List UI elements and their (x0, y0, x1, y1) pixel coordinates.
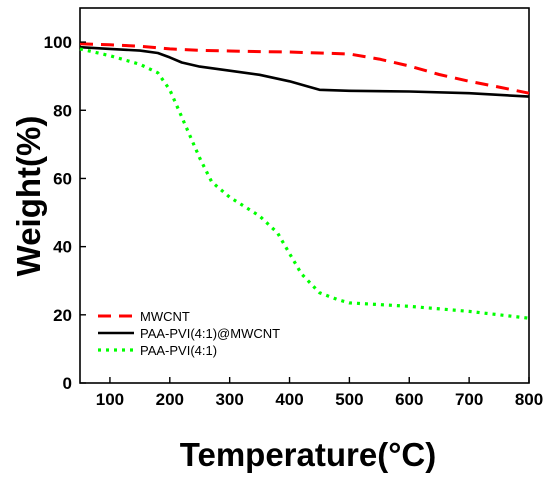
y-tick-label: 0 (63, 374, 72, 393)
series-curves (79, 42, 530, 320)
y-tick-label: 40 (53, 238, 72, 257)
series-line-3 (79, 47, 530, 320)
series-line-2 (79, 45, 530, 98)
x-tick-label: 700 (455, 390, 483, 409)
y-tick-label: 60 (53, 169, 72, 188)
legend-label-3: PAA-PVI(4:1) (140, 343, 217, 358)
plot-frame (79, 7, 530, 384)
y-tick-label: 20 (53, 306, 72, 325)
axis-ticks: 100 200 300 400 500 600 700 800 0 20 40 60 80 100 (44, 33, 544, 409)
x-tick-label: 300 (215, 390, 243, 409)
y-axis-title: Weight(%) (10, 116, 47, 277)
x-tick-label: 200 (156, 390, 184, 409)
x-tick-label: 500 (335, 390, 363, 409)
series-line-1 (79, 42, 530, 95)
legend-label-2: PAA-PVI(4:1)@MWCNT (140, 326, 280, 341)
x-tick-label: 600 (395, 390, 423, 409)
x-tick-label: 800 (515, 390, 543, 409)
x-axis-title: Temperature(°C) (180, 436, 436, 473)
x-tick-label: 100 (96, 390, 124, 409)
chart-legend: MWCNT PAA-PVI(4:1)@MWCNT PAA-PVI(4:1) (98, 309, 280, 358)
x-tick-label: 400 (275, 390, 303, 409)
y-tick-label: 80 (53, 101, 72, 120)
legend-label-1: MWCNT (140, 309, 190, 324)
y-tick-label: 100 (44, 33, 72, 52)
